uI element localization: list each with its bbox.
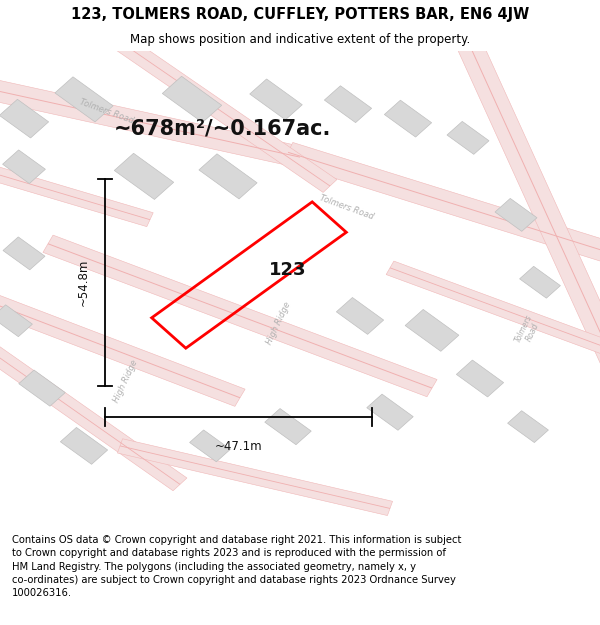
Polygon shape	[114, 153, 174, 199]
Polygon shape	[0, 305, 32, 337]
Polygon shape	[3, 237, 45, 270]
Polygon shape	[0, 343, 187, 491]
Polygon shape	[455, 38, 600, 401]
Text: 123, TOLMERS ROAD, CUFFLEY, POTTERS BAR, EN6 4JW: 123, TOLMERS ROAD, CUFFLEY, POTTERS BAR,…	[71, 7, 529, 22]
Polygon shape	[447, 121, 489, 154]
Polygon shape	[520, 266, 560, 298]
Polygon shape	[508, 411, 548, 442]
Polygon shape	[43, 235, 437, 397]
Text: High Ridge: High Ridge	[112, 358, 140, 404]
Text: 123: 123	[269, 261, 307, 279]
Polygon shape	[385, 100, 431, 137]
Polygon shape	[337, 298, 383, 334]
Polygon shape	[19, 370, 65, 406]
Text: High Ridge: High Ridge	[265, 301, 293, 346]
Polygon shape	[2, 150, 46, 184]
Polygon shape	[367, 394, 413, 430]
Polygon shape	[283, 142, 600, 263]
Polygon shape	[162, 76, 222, 122]
Polygon shape	[0, 75, 304, 168]
Polygon shape	[250, 79, 302, 120]
Polygon shape	[199, 154, 257, 199]
Text: Tolmers
Road: Tolmers Road	[513, 313, 543, 348]
Polygon shape	[0, 99, 49, 138]
Text: Map shows position and indicative extent of the property.: Map shows position and indicative extent…	[130, 34, 470, 46]
Polygon shape	[118, 439, 392, 516]
Polygon shape	[0, 164, 153, 227]
Polygon shape	[495, 198, 537, 231]
Text: ~54.8m: ~54.8m	[77, 259, 90, 306]
Text: ~47.1m: ~47.1m	[215, 440, 262, 453]
Polygon shape	[325, 86, 371, 122]
Polygon shape	[61, 428, 107, 464]
Text: Tolmers Road: Tolmers Road	[318, 194, 374, 222]
Polygon shape	[55, 77, 113, 122]
Polygon shape	[190, 430, 230, 462]
Polygon shape	[457, 360, 503, 397]
Polygon shape	[113, 35, 337, 192]
Polygon shape	[265, 409, 311, 445]
Polygon shape	[386, 261, 600, 356]
Text: Contains OS data © Crown copyright and database right 2021. This information is : Contains OS data © Crown copyright and d…	[12, 535, 461, 598]
Text: Tolmers Road: Tolmers Road	[78, 98, 134, 126]
Text: ~678m²/~0.167ac.: ~678m²/~0.167ac.	[114, 118, 331, 138]
Polygon shape	[405, 309, 459, 351]
Polygon shape	[0, 293, 245, 406]
